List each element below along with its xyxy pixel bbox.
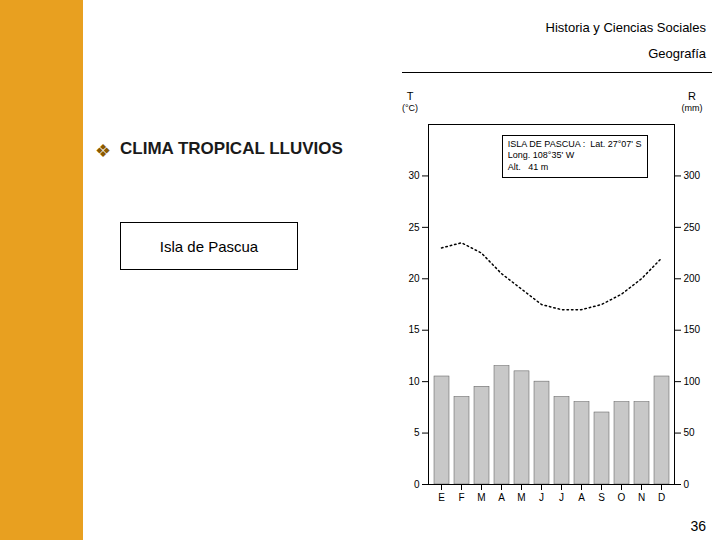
svg-text:10: 10 — [408, 376, 420, 387]
svg-text:250: 250 — [684, 222, 701, 233]
svg-text:D: D — [658, 492, 665, 503]
html-text:(°C): (°C) — [402, 103, 418, 113]
svg-text:100: 100 — [684, 376, 701, 387]
svg-text:5: 5 — [414, 427, 420, 438]
svg-text:A: A — [578, 492, 585, 503]
svg-text:20: 20 — [408, 273, 420, 284]
html-text:T: T — [406, 90, 414, 102]
svg-text:0: 0 — [414, 479, 420, 490]
svg-text:25: 25 — [408, 222, 420, 233]
html-text:ISLA DE PASCUA : Lat. 27°07' S: ISLA DE PASCUA : Lat. 27°07' S Long. 108… — [507, 138, 642, 173]
svg-text:S: S — [598, 492, 605, 503]
svg-text:A: A — [498, 492, 505, 503]
html-text:Geografía: Geografía — [648, 46, 706, 61]
svg-text:N: N — [638, 492, 645, 503]
html-text:Historia y Ciencias Sociales: Historia y Ciencias Sociales — [545, 20, 706, 35]
html-text:Isla de Pascua: Isla de Pascua — [159, 237, 259, 255]
svg-text:E: E — [438, 492, 445, 503]
svg-text:300: 300 — [684, 170, 701, 181]
svg-text:M: M — [517, 492, 525, 503]
svg-text:M: M — [477, 492, 485, 503]
svg-text:150: 150 — [684, 324, 701, 335]
svg-text:F: F — [458, 492, 464, 503]
svg-text:0: 0 — [684, 479, 690, 490]
svg-text:J: J — [539, 492, 544, 503]
svg-text:200: 200 — [684, 273, 701, 284]
html-text:36: 36 — [690, 518, 706, 534]
svg-text:O: O — [618, 492, 626, 503]
html-text:(mm): (mm) — [681, 103, 703, 113]
html-text:R: R — [688, 90, 696, 102]
svg-text:50: 50 — [684, 427, 696, 438]
svg-text:15: 15 — [408, 324, 420, 335]
svg-text:J: J — [559, 492, 564, 503]
html-text:CLIMA TROPICAL LLUVIOS: CLIMA TROPICAL LLUVIOS — [120, 139, 343, 158]
svg-text:30: 30 — [408, 170, 420, 181]
